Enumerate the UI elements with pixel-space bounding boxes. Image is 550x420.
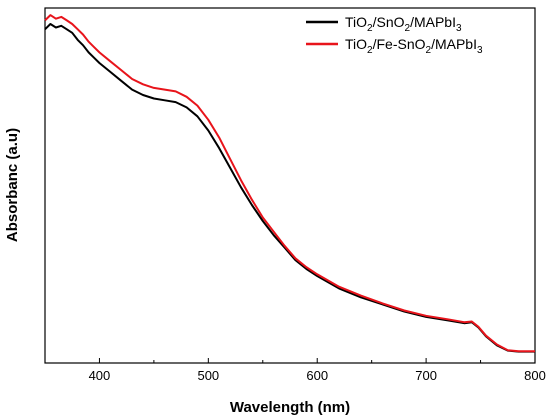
legend-label-part: 3 <box>477 45 483 56</box>
legend-label-part: /MAPbI <box>410 14 456 30</box>
legend-label-part: /SnO <box>373 14 405 30</box>
legend-label-part: 3 <box>456 23 462 34</box>
plot-frame <box>44 7 536 364</box>
legend-label-part: /MAPbI <box>431 36 477 52</box>
legend-label-part: 2 <box>367 23 373 34</box>
y-axis-title: Absorbanc (a.u) <box>4 128 21 242</box>
series-line-1 <box>44 14 535 353</box>
series-line-0 <box>44 23 535 353</box>
x-axis-title: Wavelength (nm) <box>230 399 350 416</box>
series-layer <box>44 14 535 353</box>
x-axis-ticks: 400 500 600 700 800 <box>44 358 546 383</box>
legend-label-part: /Fe-SnO <box>373 36 426 52</box>
legend-label-part: 2 <box>405 23 411 34</box>
x-tick-label: 600 <box>306 368 328 383</box>
legend-label-part: 2 <box>367 45 373 56</box>
x-tick-label: 400 <box>89 368 111 383</box>
x-tick-label: 800 <box>524 368 546 383</box>
legend-label-part: TiO <box>345 36 367 52</box>
legend-label-part: 2 <box>426 45 432 56</box>
legend-label-part: TiO <box>345 14 367 30</box>
legend-label-1: TiO2/Fe-SnO2/MAPbI3 <box>345 36 483 56</box>
legend-label-0: TiO2/SnO2/MAPbI3 <box>345 14 462 34</box>
x-tick-label: 700 <box>415 368 437 383</box>
x-tick-label: 500 <box>197 368 219 383</box>
